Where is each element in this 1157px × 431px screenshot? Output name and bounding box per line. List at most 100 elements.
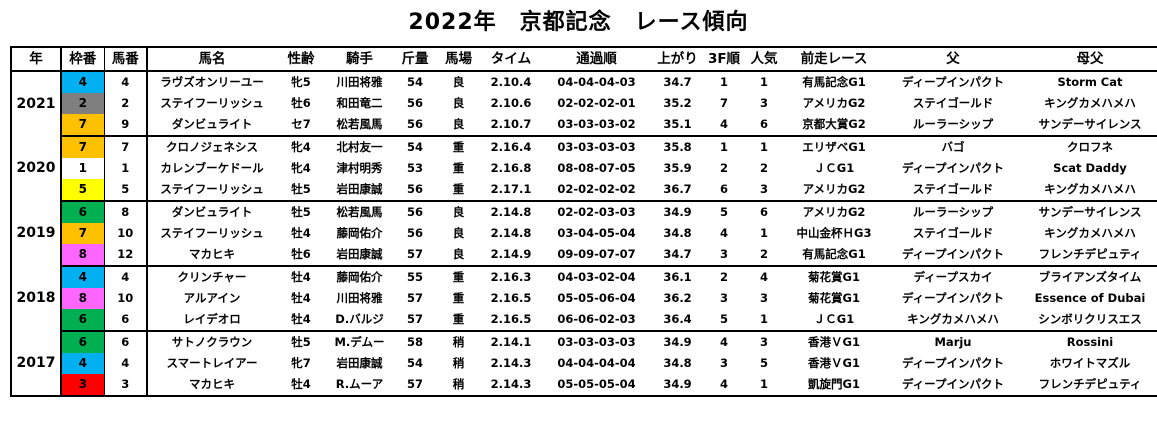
jockey-cell: R.ムーア xyxy=(326,374,393,397)
waku-cell: 6 xyxy=(61,309,105,332)
damsire-cell: Rossini xyxy=(1066,335,1114,349)
sexage-cell: 牡4 xyxy=(291,291,311,305)
agari-cell: 35.1 xyxy=(651,114,704,137)
weight-cell: 56 xyxy=(406,205,423,219)
horse-cell: ステイフーリッシュ xyxy=(147,179,276,202)
damsire-cell: シンボリクリスエス xyxy=(1022,309,1157,332)
weight-cell: 53 xyxy=(406,161,423,175)
track-cell: 重 xyxy=(452,291,465,305)
waku-cell: 7 xyxy=(61,114,105,137)
umaban-cell: 8 xyxy=(104,201,148,223)
prev-cell: 菊花賞G1 xyxy=(808,270,860,284)
waku-cell: 5 xyxy=(61,179,105,202)
prev-cell: 凱旋門G1 xyxy=(784,374,884,397)
year-cell: 2021 xyxy=(11,71,62,136)
umaban-cell: 6 xyxy=(104,309,148,332)
weight-cell: 56 xyxy=(393,179,437,202)
horse-cell: カレンブーケドール xyxy=(160,161,264,175)
umaban-cell: 4 xyxy=(104,353,148,374)
f3-cell: 4 xyxy=(704,114,744,137)
agari-cell: 36.1 xyxy=(663,270,692,284)
horse-cell: スマートレイアー xyxy=(166,356,258,370)
passing-cell: 03-03-03-02 xyxy=(542,114,651,137)
passing-cell: 02-02-02-01 xyxy=(557,96,636,110)
sexage-cell: 牡4 xyxy=(276,309,326,332)
umaban-cell: 7 xyxy=(104,136,148,158)
damsire-cell: キングカメハメハ xyxy=(1044,226,1136,240)
table-header: 年枠番 馬番 馬名 性齢 騎手 斤量 馬場 タイム 通過順 上がり 3F順 人気 前走レース父母父 xyxy=(11,47,1157,72)
table-row: 7 10 ステイフーリッシュ 牡4 藤岡佑介 56 良 2.14.8 03-04-05-04 34… xyxy=(11,223,1157,244)
sire-cell: ディープインパクト xyxy=(884,374,1022,397)
passing-cell: 09-09-07-07 xyxy=(542,244,651,267)
weight-cell: 55 xyxy=(406,270,423,284)
weight-cell: 57 xyxy=(406,291,423,305)
pop-cell: 4 xyxy=(759,270,768,284)
f3-cell: 4 xyxy=(719,226,728,240)
table-row: 2020 7 7 クロノジェネシス 牝4 北村友一 54 重 2.16.4 03-03-03-03… xyxy=(11,136,1157,201)
passing-cell: 02-02-02-02 xyxy=(542,179,651,202)
prev-cell: エリザベG1 xyxy=(802,140,866,154)
table-row: 2021 4 4 ラヴズオンリーユー 牝5 川田将雅 54 良 2.10.4 04-04-04-0… xyxy=(11,71,1157,136)
header-row: 年枠番 馬番 馬名 性齢 騎手 斤量 馬場 タイム 通過順 上がり 3F順 人気 前走レース父母父 xyxy=(11,47,1157,72)
prev-cell: ＪＣG1 xyxy=(813,161,855,175)
sire-cell: ルーラーシップ xyxy=(884,114,1022,137)
waku-cell: 4 xyxy=(61,71,105,93)
jockey-cell: 北村友一 xyxy=(336,140,383,154)
f3-cell: 5 xyxy=(704,309,744,332)
pop-cell: 3 xyxy=(759,291,768,305)
column-header-horse: 馬名 xyxy=(147,47,276,72)
table-body: 2021 4 4 ラヴズオンリーユー 牝5 川田将雅 54 良 2.10.4 04-04-04-0… xyxy=(11,71,1157,397)
sire-cell: ディープインパクト xyxy=(901,291,1004,305)
jockey-cell: 岩田康誠 xyxy=(326,244,393,267)
horse-cell: ステイフーリッシュ xyxy=(160,96,264,110)
sexage-cell: 牝4 xyxy=(291,161,311,175)
f3-cell: 2 xyxy=(719,161,728,175)
passing-cell: 04-04-04-04 xyxy=(557,356,636,370)
track-cell: 重 xyxy=(452,140,465,154)
jockey-cell: M.デムー xyxy=(334,335,385,349)
waku-cell: 6 xyxy=(61,201,105,223)
table-row: 1 1 カレンブーケドール 牝4 津村明秀 53 重 2.16.8 08-08-07-05 35.… xyxy=(11,158,1157,179)
time-cell: 2.14.8 xyxy=(490,226,532,240)
horse-cell: サトノクラウン xyxy=(171,335,253,349)
damsire-cell: ブライアンズタイム xyxy=(1038,270,1142,284)
prev-cell: 有馬記念G1 xyxy=(784,244,884,267)
track-cell: 重 xyxy=(437,309,480,332)
table-row: 6 6 レイデオロ 牡4 D.バルジ 57 重 2.16.5 06-06-02-03 36.4 5 1… xyxy=(11,309,1157,332)
sexage-cell: 牡4 xyxy=(291,270,311,284)
umaban-cell: 12 xyxy=(104,244,148,267)
f3-cell: 1 xyxy=(719,140,728,154)
damsire-cell: キングカメハメハ xyxy=(1022,179,1157,202)
umaban-cell: 10 xyxy=(104,288,148,309)
waku-cell: 8 xyxy=(61,288,105,309)
time-cell: 2.14.1 xyxy=(490,335,532,349)
prev-cell: アメリカG2 xyxy=(802,205,866,219)
weight-cell: 54 xyxy=(406,356,423,370)
sexage-cell: セ7 xyxy=(276,114,326,137)
sexage-cell: 牡6 xyxy=(276,244,326,267)
horse-cell: ダンビュライト xyxy=(171,205,253,219)
column-header-f3: 3F順 xyxy=(704,47,744,72)
sire-cell: ディープインパクト xyxy=(901,161,1004,175)
sire-cell: ディープスカイ xyxy=(913,270,993,284)
year-cell: 2017 xyxy=(11,331,62,396)
agari-cell: 34.9 xyxy=(663,205,692,219)
pop-cell: 1 xyxy=(759,75,768,89)
track-cell: 良 xyxy=(452,226,465,240)
weight-cell: 56 xyxy=(406,96,423,110)
prev-cell: ＪＣG1 xyxy=(784,309,884,332)
weight-cell: 57 xyxy=(393,374,437,397)
table-row: 5 5 ステイフーリッシュ 牡5 岩田康誠 56 重 2.17.1 02-02-02-02 36.… xyxy=(11,179,1157,202)
umaban-cell: 3 xyxy=(104,374,148,397)
track-cell: 重 xyxy=(452,270,465,284)
horse-cell: ダンビュライト xyxy=(147,114,276,137)
column-header-prev: 前走レース xyxy=(784,47,884,72)
passing-cell: 03-03-03-03 xyxy=(557,140,636,154)
sexage-cell: 牡5 xyxy=(276,179,326,202)
umaban-cell: 5 xyxy=(104,179,148,202)
jockey-cell: 藤岡佑介 xyxy=(336,270,383,284)
table-row: 7 9 ダンビュライト セ7 松若風馬 56 良 2.10.7 03-03-03-02 35.1 4… xyxy=(11,114,1157,137)
waku-cell: 1 xyxy=(61,158,105,179)
sire-cell: ステイゴールド xyxy=(912,96,994,110)
agari-cell: 34.8 xyxy=(663,356,692,370)
